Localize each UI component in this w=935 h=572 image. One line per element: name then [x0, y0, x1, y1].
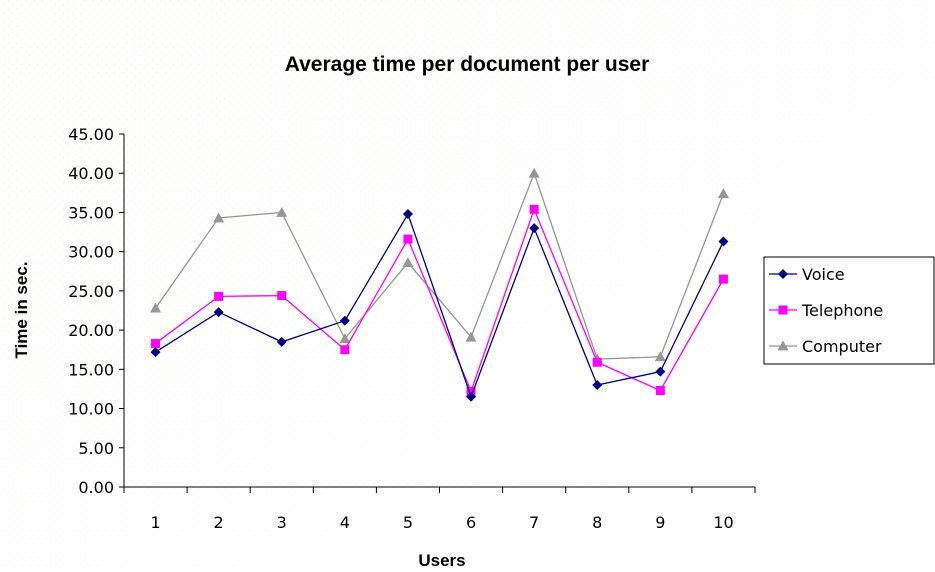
legend-marker: [778, 269, 788, 279]
legend-label: Voice: [802, 265, 845, 284]
data-point: [465, 331, 477, 342]
axes: 0.00 5.00 10.00 15.00 20.00 25.00 30.00 35.00 40…: [68, 125, 756, 532]
y-tick-label: 5.00: [78, 439, 114, 458]
x-tick-label: 8: [592, 513, 602, 532]
data-point: [466, 386, 476, 396]
legend-item-telephone: Telephone: [769, 301, 883, 320]
series-voice: [150, 209, 729, 402]
series-line: [155, 171, 725, 360]
data-point: [276, 206, 288, 217]
y-tick-label: 10.00: [68, 400, 114, 419]
x-tick-label: 1: [150, 513, 160, 532]
y-axis-title: Time in sec.: [12, 261, 31, 358]
data-point: [654, 351, 666, 362]
data-point: [592, 380, 603, 391]
data-point: [655, 366, 666, 377]
data-point: [718, 274, 728, 284]
y-tick-label: 40.00: [68, 164, 114, 183]
data-point: [529, 204, 539, 214]
y-tick-label: 15.00: [68, 360, 114, 379]
chart-title: Average time per document per user: [285, 53, 650, 76]
legend-marker: [777, 340, 789, 351]
series-line: [155, 212, 725, 399]
data-point: [339, 315, 350, 326]
x-tick-label: 10: [713, 513, 733, 532]
data-point: [214, 291, 224, 301]
x-tick-label: 9: [655, 513, 665, 532]
x-tick-label: 3: [277, 513, 287, 532]
data-point: [592, 357, 602, 367]
x-tick-label: 6: [466, 513, 476, 532]
data-point: [655, 386, 665, 396]
legend-items: Voice Telephone Computer: [769, 265, 883, 356]
data-point: [150, 347, 161, 358]
data-point: [277, 291, 287, 301]
data-point: [717, 188, 729, 199]
series-telephone: [151, 204, 728, 396]
x-tick-label: 4: [340, 513, 350, 532]
data-point: [151, 338, 161, 348]
y-tick-label: 35.00: [68, 203, 114, 222]
legend-label: Telephone: [801, 301, 883, 320]
legend: Voice Telephone Computer: [763, 256, 935, 365]
series-line: [155, 207, 725, 394]
legend-label: Computer: [802, 337, 882, 356]
y-tick-label: 25.00: [68, 282, 114, 301]
series-layer: [150, 167, 729, 402]
data-point: [466, 391, 477, 402]
data-point: [213, 307, 224, 318]
x-tick-label: 2: [214, 513, 224, 532]
data-point: [403, 234, 413, 244]
y-tick-label: 20.00: [68, 321, 114, 340]
data-point: [402, 257, 414, 268]
data-point: [718, 236, 729, 247]
data-point: [276, 336, 287, 347]
y-tick-label: 30.00: [68, 243, 114, 262]
y-tick-label: 0.00: [78, 478, 114, 497]
data-point: [528, 167, 540, 178]
legend-marker: [778, 305, 788, 315]
x-tick-label: 7: [529, 513, 539, 532]
data-point: [213, 212, 225, 223]
series-computer: [150, 167, 729, 364]
legend-item-voice: Voice: [769, 265, 845, 284]
data-point: [529, 223, 540, 234]
data-point: [150, 302, 162, 313]
data-point: [340, 345, 350, 355]
x-tick-label: 5: [403, 513, 413, 532]
x-axis-title: Users: [418, 551, 465, 570]
y-tick-label: 45.00: [68, 125, 114, 144]
data-point: [339, 333, 351, 344]
legend-item-computer: Computer: [769, 337, 882, 356]
data-point: [402, 209, 413, 220]
